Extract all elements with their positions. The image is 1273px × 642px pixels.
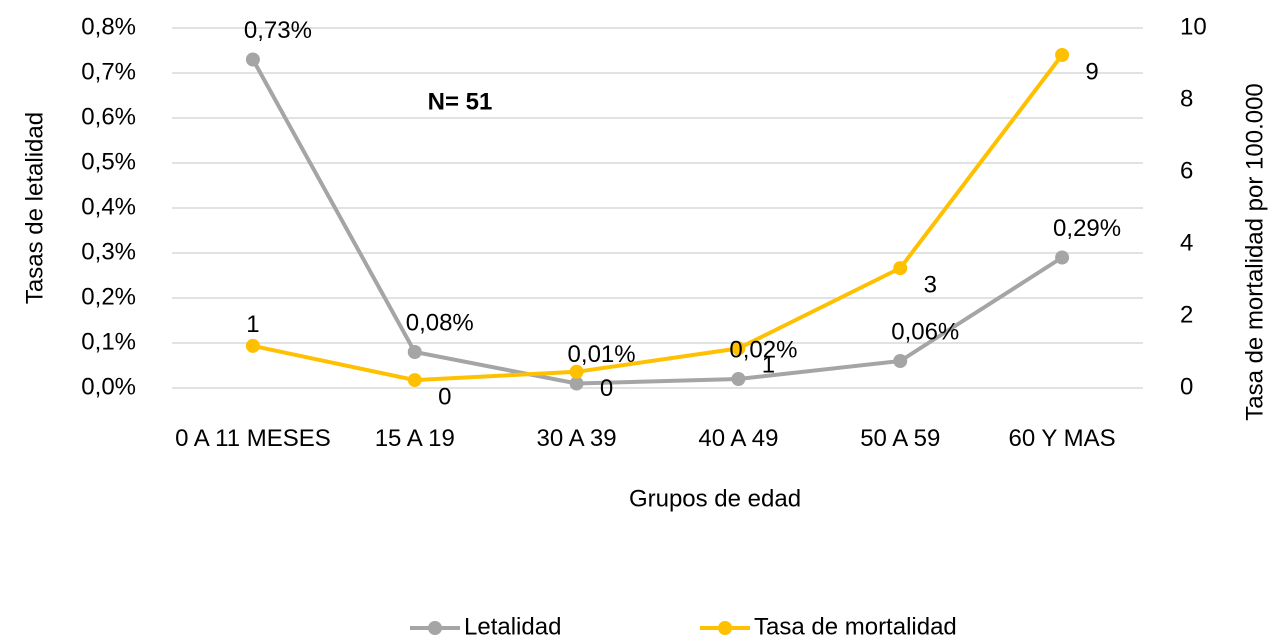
x-axis-label: Grupos de edad	[629, 485, 801, 512]
x-tick-label: 15 A 19	[374, 425, 455, 452]
y2-tick-label: 8	[1180, 85, 1193, 112]
marker	[407, 345, 422, 359]
y-tick-label: 0,7%	[81, 58, 136, 85]
marker	[1055, 250, 1070, 265]
data-label: 0,02%	[729, 336, 797, 363]
data-label: 0,01%	[568, 341, 636, 368]
marker	[731, 341, 746, 356]
marker	[407, 373, 422, 388]
data-label: 0,29%	[1053, 215, 1121, 242]
marker	[731, 372, 746, 386]
annotation: N= 51	[428, 88, 493, 115]
marker	[569, 376, 584, 391]
x-tick-label: 60 Y MAS	[1008, 425, 1116, 452]
data-label: 0	[438, 383, 451, 410]
y-tick-label: 0,8%	[81, 13, 136, 40]
data-label: 0,08%	[406, 309, 474, 336]
y2-axis-label: Tasa de mortalidad por 100.000	[1241, 83, 1268, 421]
y-tick-label: 0,0%	[81, 373, 136, 400]
x-tick-label: 0 A 11 MESES	[175, 425, 331, 452]
series-line	[251, 58, 1064, 386]
marker	[893, 354, 908, 368]
legend-label: Tasa de mortalidad	[754, 613, 957, 640]
data-label: 0,73%	[244, 17, 312, 44]
y-tick-label: 0,5%	[81, 148, 136, 175]
x-tick-label: 30 A 39	[536, 425, 617, 452]
data-label: 0,06%	[891, 318, 959, 345]
data-label: 1	[246, 311, 259, 338]
legend-marker	[428, 621, 442, 635]
marker	[245, 338, 260, 353]
y-tick-label: 0,1%	[81, 328, 136, 355]
series-line	[252, 53, 1064, 383]
y-tick-label: 0,6%	[81, 103, 136, 130]
data-label: 0	[600, 375, 613, 402]
y-tick-label: 0,3%	[81, 238, 136, 265]
y2-tick-label: 2	[1180, 301, 1193, 328]
y2-tick-label: 0	[1180, 373, 1193, 400]
y-tick-label: 0,4%	[81, 193, 136, 220]
marker	[245, 52, 260, 67]
legend-marker	[718, 621, 732, 635]
x-tick-label: 50 A 59	[860, 425, 941, 452]
y-tick-label: 0,2%	[81, 283, 136, 310]
y2-tick-label: 6	[1180, 157, 1193, 184]
marker	[1055, 48, 1070, 62]
y-axis-label: Tasas de letalidad	[21, 112, 48, 304]
marker	[569, 364, 584, 379]
y2-tick-label: 4	[1180, 229, 1193, 256]
data-label: 9	[1085, 58, 1098, 85]
y2-tick-label: 10	[1180, 13, 1207, 40]
data-label: 1	[762, 352, 775, 379]
data-label: 3	[924, 271, 937, 298]
marker	[893, 261, 908, 276]
x-tick-label: 40 A 49	[698, 425, 779, 452]
legend-label: Letalidad	[464, 613, 561, 640]
